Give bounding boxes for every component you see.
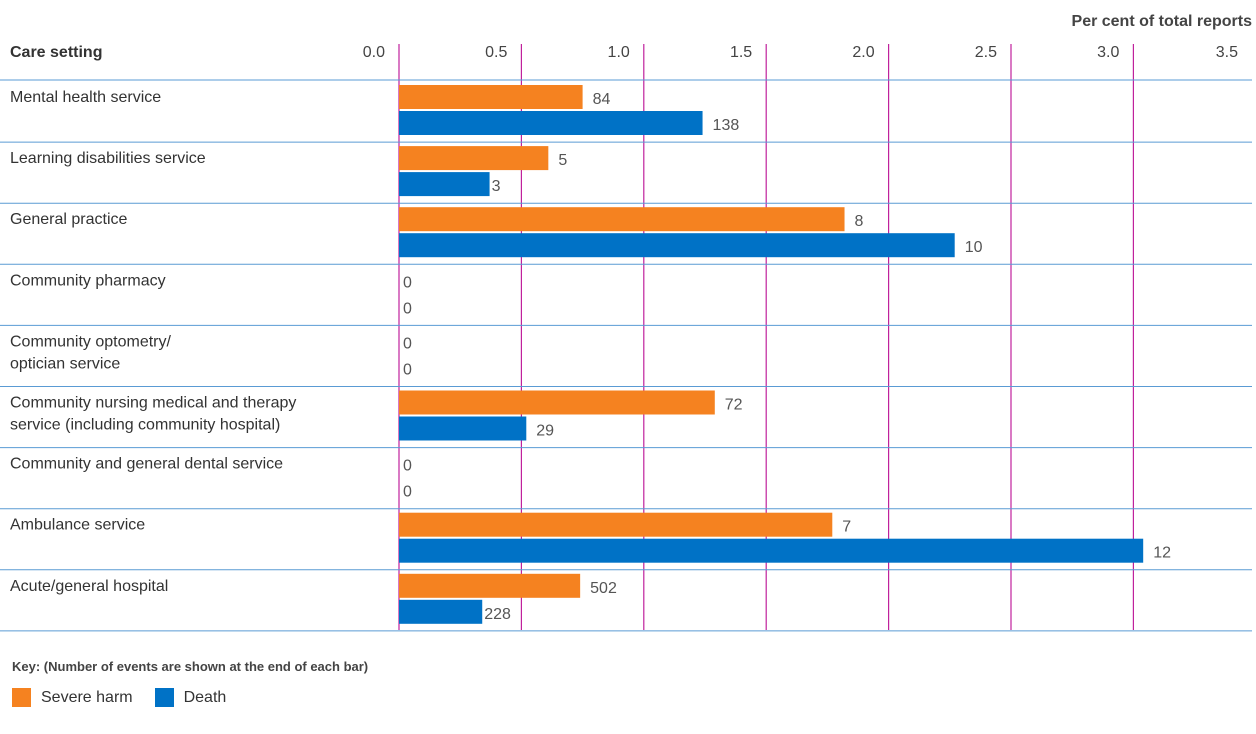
chart-title: Per cent of total reports	[1072, 13, 1253, 30]
bar-value-labels: 84 5 8 0 0 72 0 7 502 138 3 10 0 0 29 0 12 228	[403, 91, 1171, 623]
legend: Severe harm Death	[12, 688, 248, 707]
bar-value-label: 72	[725, 397, 743, 414]
category-label: service (including community hospital)	[10, 417, 280, 434]
bar-death	[399, 599, 483, 624]
legend-item-severe-harm: Severe harm	[12, 688, 133, 707]
category-label: Learning disabilities service	[10, 150, 206, 167]
bar-value-label: 7	[842, 519, 851, 536]
bar-value-label: 0	[403, 335, 412, 352]
bar-value-label: 0	[403, 274, 412, 291]
bar-value-label: 5	[558, 152, 567, 169]
bar-severe-harm	[399, 573, 581, 598]
x-tick-label: 3.5	[1216, 44, 1238, 61]
x-tick-label: 2.0	[852, 44, 874, 61]
category-label: Community nursing medical and therapy	[10, 395, 296, 412]
category-label: Ambulance service	[10, 517, 145, 534]
bar-value-label: 3	[492, 178, 501, 195]
bar-death	[399, 172, 490, 197]
bar-value-label: 138	[713, 117, 740, 134]
bar-severe-harm	[399, 207, 845, 232]
bar-death	[399, 538, 1144, 563]
legend-label-severe-harm: Severe harm	[41, 688, 133, 706]
x-tick-label: 3.0	[1097, 44, 1119, 61]
category-label: Community pharmacy	[10, 272, 166, 289]
x-tick-label: 1.0	[608, 44, 630, 61]
bar-value-label: 0	[403, 300, 412, 317]
legend-label-death: Death	[183, 688, 227, 706]
legend-item-death: Death	[154, 688, 227, 707]
bar-chart: Per cent of total reports Care setting 0…	[0, 13, 1253, 632]
bar-value-label: 0	[403, 458, 412, 475]
bar-value-label: 84	[593, 91, 611, 108]
bar-severe-harm	[399, 146, 549, 171]
bar-death	[399, 416, 527, 441]
bar-value-label: 0	[403, 361, 412, 378]
legend-key: Key: (Number of events are shown at the …	[12, 658, 368, 676]
bar-severe-harm	[399, 512, 833, 537]
bar-value-label: 8	[855, 213, 864, 230]
x-tick-label: 0.5	[485, 44, 507, 61]
category-labels: Mental health service Learning disabiliti…	[10, 89, 296, 595]
x-tick-label: 2.5	[975, 44, 997, 61]
x-tick-labels: 0.0 0.5 1.0 1.5 2.0 2.5 3.0 3.5	[363, 44, 1238, 61]
bars	[399, 85, 1144, 624]
key-title: Key: (Number of events are shown at the …	[12, 659, 369, 674]
row-separators	[0, 79, 1252, 632]
category-label: General practice	[10, 211, 127, 228]
bar-severe-harm	[399, 85, 583, 109]
bar-value-label: 10	[965, 239, 983, 256]
bar-severe-harm	[399, 390, 715, 415]
category-label: optician service	[10, 355, 120, 372]
bar-death	[399, 111, 703, 135]
x-tick-label: 0.0	[363, 44, 385, 61]
category-label: Community optometry/	[10, 333, 171, 350]
bar-value-label: 228	[484, 606, 511, 623]
category-label: Mental health service	[10, 89, 161, 106]
bar-value-label: 502	[590, 580, 617, 597]
bar-value-label: 0	[403, 484, 412, 501]
category-label: Community and general dental service	[10, 456, 283, 473]
bar-death	[399, 233, 955, 258]
category-header: Care setting	[10, 44, 102, 61]
legend-swatch-severe-harm	[12, 688, 31, 707]
bar-value-label: 12	[1153, 545, 1171, 562]
x-tick-label: 1.5	[730, 44, 752, 61]
legend-swatch-death	[154, 688, 174, 707]
category-label: Acute/general hospital	[10, 578, 168, 595]
bar-value-label: 29	[536, 423, 554, 440]
